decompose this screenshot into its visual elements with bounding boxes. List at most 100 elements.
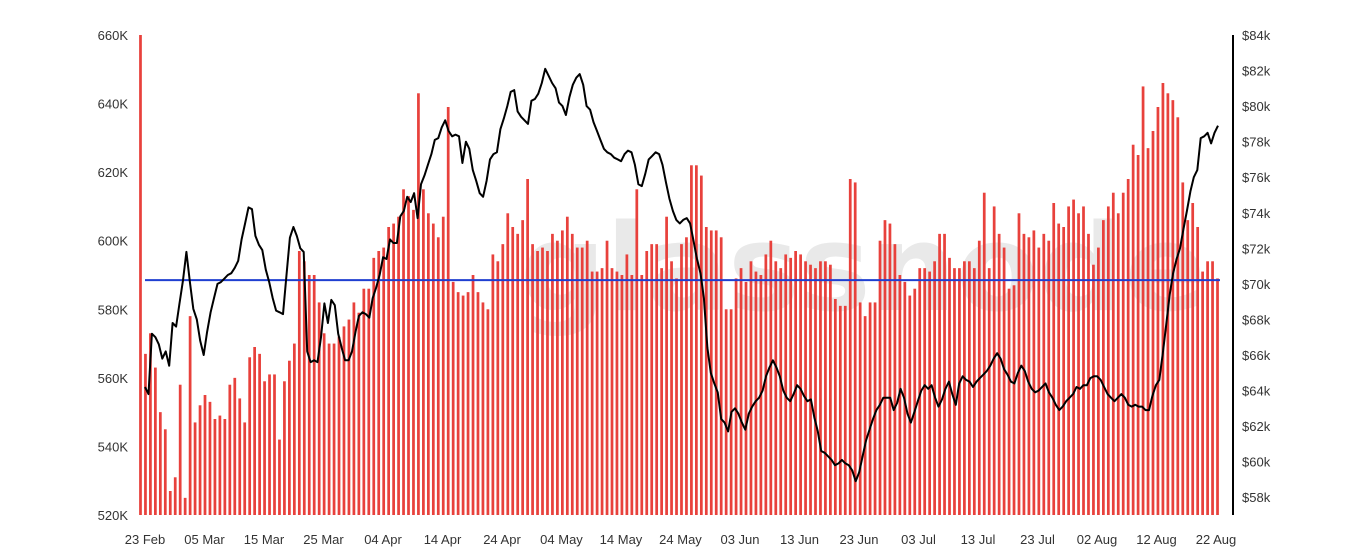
bar xyxy=(943,233,946,516)
bar xyxy=(546,251,549,515)
bar xyxy=(1176,117,1180,515)
bar xyxy=(531,244,534,515)
bar xyxy=(655,244,659,515)
bar xyxy=(967,261,971,515)
bar xyxy=(188,316,192,515)
bar xyxy=(248,357,252,515)
bar xyxy=(322,333,326,515)
x-tick-label: 14 May xyxy=(600,532,643,547)
bar xyxy=(541,247,544,515)
bar xyxy=(799,254,802,515)
bar xyxy=(774,261,778,515)
bar xyxy=(660,268,663,515)
bar xyxy=(139,35,142,515)
x-tick-label: 24 May xyxy=(659,532,702,547)
bar xyxy=(918,268,922,515)
bar xyxy=(888,223,892,515)
bar xyxy=(158,412,162,515)
y-right-tick-label: $64k xyxy=(1242,384,1271,399)
bar xyxy=(466,292,470,515)
bar xyxy=(610,268,614,515)
bar xyxy=(714,230,718,515)
x-tick-label: 14 Apr xyxy=(424,532,462,547)
y-right-tick-label: $66k xyxy=(1242,348,1271,363)
bar xyxy=(441,216,445,515)
bar xyxy=(724,309,728,515)
bar xyxy=(699,175,703,515)
bar xyxy=(1047,240,1051,515)
x-tick-label: 05 Mar xyxy=(184,532,225,547)
bar xyxy=(337,336,341,515)
x-tick-label: 12 Aug xyxy=(1136,532,1177,547)
y-left-tick-label: 640K xyxy=(98,97,129,112)
bar xyxy=(868,302,872,515)
bar xyxy=(461,295,465,515)
bar xyxy=(640,275,644,515)
bar xyxy=(198,405,202,515)
bar xyxy=(675,278,678,515)
bar xyxy=(317,302,321,515)
bar xyxy=(1062,227,1066,515)
y-left-tick-label: 560K xyxy=(98,371,129,386)
bar xyxy=(496,261,500,515)
bar xyxy=(223,419,227,515)
bar xyxy=(754,271,758,515)
bar xyxy=(1007,288,1011,515)
bar xyxy=(451,281,455,515)
bar xyxy=(144,353,147,515)
bar xyxy=(402,189,405,516)
bar xyxy=(873,302,877,515)
bar xyxy=(233,377,237,515)
bar xyxy=(377,251,381,515)
y-right-tick-label: $70k xyxy=(1242,277,1271,292)
bar xyxy=(1002,247,1006,515)
bar xyxy=(193,422,197,515)
bar xyxy=(590,271,594,515)
bar xyxy=(739,268,743,515)
y-left-tick-label: 520K xyxy=(98,508,129,523)
bar xyxy=(481,302,485,515)
bar xyxy=(893,244,897,515)
bar xyxy=(913,288,917,515)
bar xyxy=(283,381,286,515)
bar xyxy=(1146,148,1150,515)
bar xyxy=(704,227,708,515)
bar xyxy=(1216,278,1219,515)
y-right-tick-label: $62k xyxy=(1242,419,1271,434)
bar xyxy=(556,240,559,515)
bar xyxy=(1102,220,1105,515)
bar xyxy=(963,261,966,515)
bar xyxy=(690,165,693,516)
bar xyxy=(1161,83,1165,515)
bar xyxy=(764,254,768,515)
bar xyxy=(605,240,609,515)
bar xyxy=(382,247,386,515)
y-right-tick-label: $68k xyxy=(1242,312,1271,327)
bar xyxy=(838,305,842,515)
bar xyxy=(367,288,371,515)
x-axis: 23 Feb 05 Mar 15 Mar 25 Mar 04 Apr 14 Apr 24 A… xyxy=(125,532,1236,547)
bar xyxy=(357,312,361,515)
bar xyxy=(744,281,748,515)
bar xyxy=(615,271,619,515)
bar xyxy=(273,374,276,515)
bar xyxy=(168,491,172,515)
x-tick-label: 23 Jun xyxy=(839,532,878,547)
bar-series xyxy=(139,35,1219,516)
bar xyxy=(387,227,391,515)
bar xyxy=(278,439,281,515)
bar xyxy=(417,93,420,515)
bar xyxy=(987,268,991,515)
bar xyxy=(362,288,366,515)
bar xyxy=(516,233,520,516)
x-tick-label: 24 Apr xyxy=(483,532,521,547)
bar xyxy=(436,237,440,516)
bar xyxy=(670,261,673,515)
bar xyxy=(149,333,152,515)
bar xyxy=(208,401,212,515)
bar xyxy=(833,299,837,515)
bar xyxy=(1131,144,1135,515)
x-tick-label: 02 Aug xyxy=(1077,532,1118,547)
bar xyxy=(1032,230,1036,515)
bar xyxy=(491,254,495,515)
